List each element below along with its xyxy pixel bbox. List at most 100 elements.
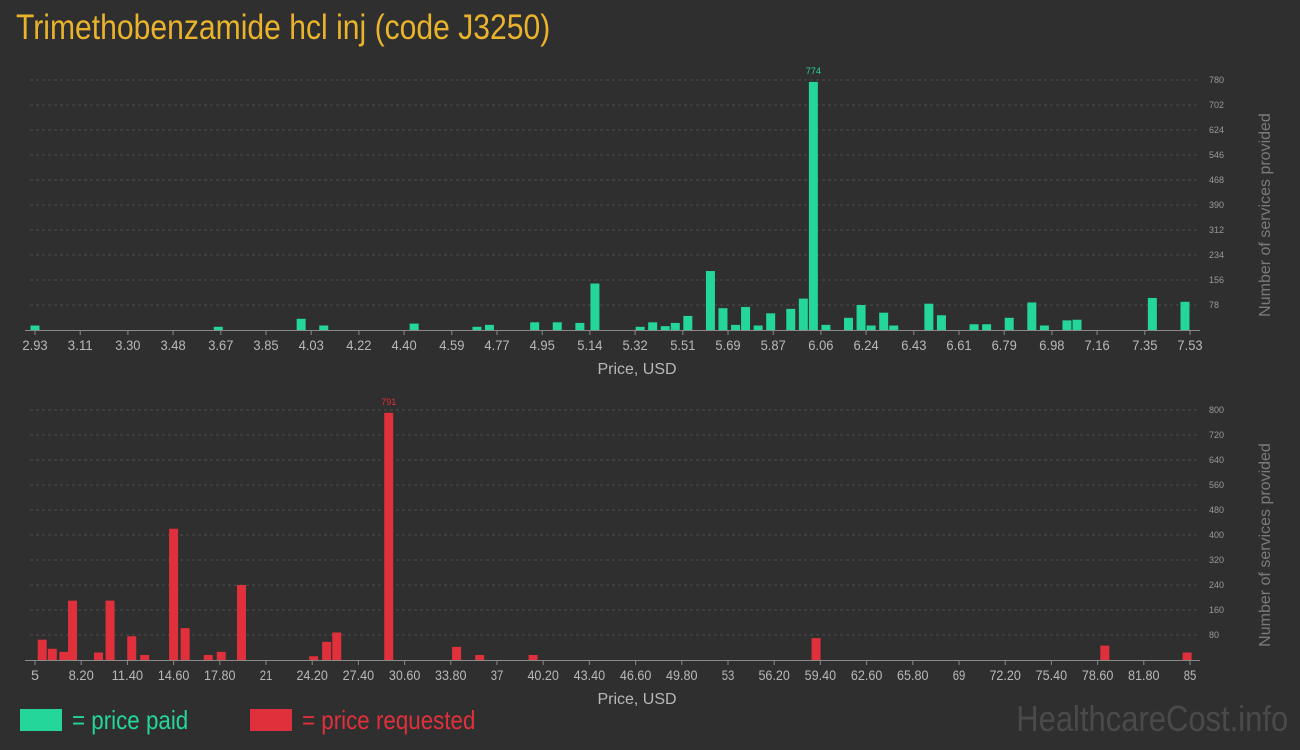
paid-xtick-label: 3.85 (253, 337, 278, 353)
requested-xtick-label: 46.60 (620, 667, 652, 683)
paid-ytick-label: 78 (1209, 300, 1219, 310)
paid-bar (982, 324, 992, 330)
paid-bar (683, 315, 693, 330)
requested-xtick-label: 27.40 (343, 667, 375, 683)
requested-bar (322, 641, 332, 660)
requested-ytick-label: 80 (1209, 630, 1219, 640)
paid-yaxis-label: Number of services provided (1257, 113, 1274, 317)
paid-xtick-label: 6.06 (808, 337, 833, 353)
requested-bar (384, 412, 394, 660)
requested-xtick-label: 78.60 (1082, 667, 1114, 683)
paid-bar (924, 303, 934, 330)
paid-xtick-label: 6.24 (853, 337, 878, 353)
requested-bar (452, 646, 462, 660)
paid-xtick-label: 4.22 (346, 337, 371, 353)
requested-xtick-label: 14.60 (158, 667, 190, 683)
requested-xtick-label: 69 (953, 667, 966, 683)
price-paid-chart: 78 156 234 312 390 468 546 624 702 780 2.93 3.11 3.3… (22, 66, 1274, 378)
watermark-logo: HealthcareCost.info (1016, 698, 1288, 739)
requested-xtick-label: 62.60 (851, 667, 883, 683)
paid-bar (889, 325, 899, 330)
paid-xtick-label: 5.51 (670, 337, 695, 353)
paid-xaxis-label: Price, USD (597, 361, 676, 378)
requested-xtick-label: 53 (722, 667, 735, 683)
paid-bar (1062, 320, 1072, 330)
requested-bar (94, 652, 104, 660)
paid-bar (472, 326, 482, 330)
requested-bar (236, 585, 246, 660)
paid-bar (1027, 302, 1037, 330)
paid-xtick-label: 3.67 (208, 337, 233, 353)
paid-xtick-label: 6.98 (1039, 337, 1064, 353)
paid-bar (1004, 317, 1014, 330)
requested-xtick-label: 65.80 (897, 667, 929, 683)
page-title: Trimethobenzamide hcl inj (code J3250) (16, 8, 551, 47)
paid-ytick-label: 624 (1209, 125, 1224, 135)
requested-bar (528, 655, 538, 660)
requested-xtick-label: 81.80 (1128, 667, 1160, 683)
requested-ytick-label: 400 (1209, 530, 1224, 540)
requested-bar (216, 651, 226, 660)
requested-xtick-label: 40.20 (527, 667, 559, 683)
paid-bar (319, 325, 329, 330)
paid-xtick-label: 6.61 (946, 337, 971, 353)
paid-xtick-label: 4.77 (484, 337, 509, 353)
paid-bar (590, 283, 600, 330)
paid-bar (936, 315, 946, 330)
paid-xtick-label: 5.32 (622, 337, 647, 353)
requested-bar (475, 655, 485, 660)
requested-xtick-label: 11.40 (112, 667, 144, 683)
paid-ytick-label: 780 (1209, 75, 1224, 85)
legend-label-paid: = price paid (72, 704, 189, 735)
requested-xtick-label: 33.80 (435, 667, 467, 683)
requested-xtick-label: 72.20 (989, 667, 1021, 683)
paid-ytick-label: 702 (1209, 100, 1224, 110)
requested-bar (1100, 645, 1110, 660)
paid-bar (648, 322, 658, 330)
requested-xtick-label: 49.80 (666, 667, 698, 683)
requested-bar (47, 648, 57, 660)
requested-xtick-label: 8.20 (69, 667, 94, 683)
requested-bar (169, 528, 179, 660)
paid-bar (635, 326, 645, 330)
requested-bar (68, 600, 78, 660)
requested-bar (811, 638, 821, 660)
legend-price-paid: = price paid (20, 702, 207, 738)
requested-xtick-label: 56.20 (758, 667, 790, 683)
paid-xtick-label: 2.93 (22, 337, 47, 353)
requested-xtick-label: 21 (260, 667, 273, 683)
requested-bar (203, 655, 213, 660)
paid-bar (484, 324, 494, 330)
paid-xtick-label: 4.95 (530, 337, 555, 353)
requested-xtick-label: 43.40 (574, 667, 606, 683)
paid-bar (753, 325, 763, 330)
paid-bar (30, 325, 40, 330)
requested-xtick-label: 85 (1184, 667, 1197, 683)
requested-bar (37, 639, 47, 660)
requested-peak-label: 791 (381, 397, 396, 407)
paid-bar (575, 322, 585, 330)
paid-xtick-label: 3.11 (68, 337, 93, 353)
paid-bar (1039, 325, 1049, 330)
paid-bar (866, 325, 876, 330)
paid-ytick-label: 312 (1209, 225, 1224, 235)
legend-swatch-paid (20, 709, 62, 731)
paid-ytick-label: 156 (1209, 275, 1224, 285)
requested-xtick-label: 5 (31, 667, 39, 683)
paid-peak-label: 774 (806, 66, 821, 76)
requested-bar (1182, 652, 1192, 660)
paid-xtick-label: 6.43 (901, 337, 926, 353)
requested-xtick-label: 37 (491, 667, 504, 683)
legend-swatch-requested (250, 709, 292, 731)
paid-xtick-label: 5.14 (577, 337, 602, 353)
paid-xtick-label: 7.35 (1132, 337, 1157, 353)
paid-xtick-label: 4.59 (439, 337, 464, 353)
paid-bar (552, 322, 562, 330)
requested-bar (332, 632, 342, 660)
paid-xtick-label: 4.03 (299, 337, 324, 353)
paid-bar (969, 324, 979, 330)
paid-bar (1147, 297, 1157, 330)
paid-xtick-label: 3.48 (160, 337, 185, 353)
requested-xtick-label: 17.80 (204, 667, 236, 683)
paid-bar (296, 318, 306, 330)
